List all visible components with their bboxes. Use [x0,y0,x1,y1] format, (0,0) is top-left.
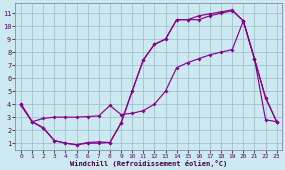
X-axis label: Windchill (Refroidissement éolien,°C): Windchill (Refroidissement éolien,°C) [70,160,227,167]
